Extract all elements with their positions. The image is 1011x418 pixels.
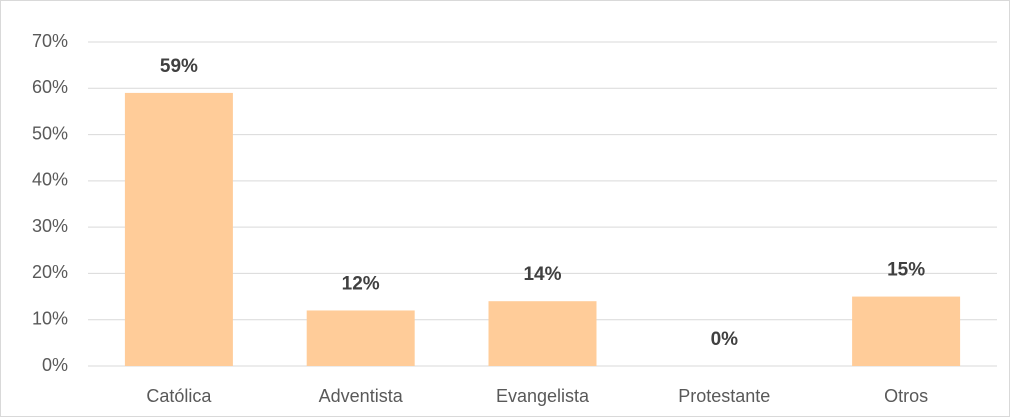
data-label: 0% — [711, 329, 739, 350]
x-tick-label: Evangelista — [496, 386, 590, 406]
y-tick-label: 40% — [32, 170, 68, 190]
x-tick-label: Otros — [884, 386, 928, 406]
x-tick-label: Protestante — [678, 386, 770, 406]
y-tick-label: 0% — [42, 355, 68, 375]
y-tick-label: 30% — [32, 216, 68, 236]
bar — [488, 301, 597, 366]
y-tick-label: 10% — [32, 308, 68, 328]
bar — [306, 310, 415, 366]
y-tick-label: 50% — [32, 123, 68, 143]
bar — [852, 296, 961, 366]
x-tick-label: Adventista — [319, 386, 404, 406]
y-tick-label: 70% — [32, 31, 68, 51]
data-label: 59% — [160, 56, 198, 77]
bar — [124, 92, 233, 367]
data-label: 14% — [523, 264, 561, 285]
data-label: 12% — [342, 273, 380, 294]
x-tick-label: Católica — [146, 386, 212, 406]
data-label: 15% — [887, 260, 925, 281]
y-tick-label: 60% — [32, 77, 68, 97]
y-tick-label: 20% — [32, 262, 68, 282]
